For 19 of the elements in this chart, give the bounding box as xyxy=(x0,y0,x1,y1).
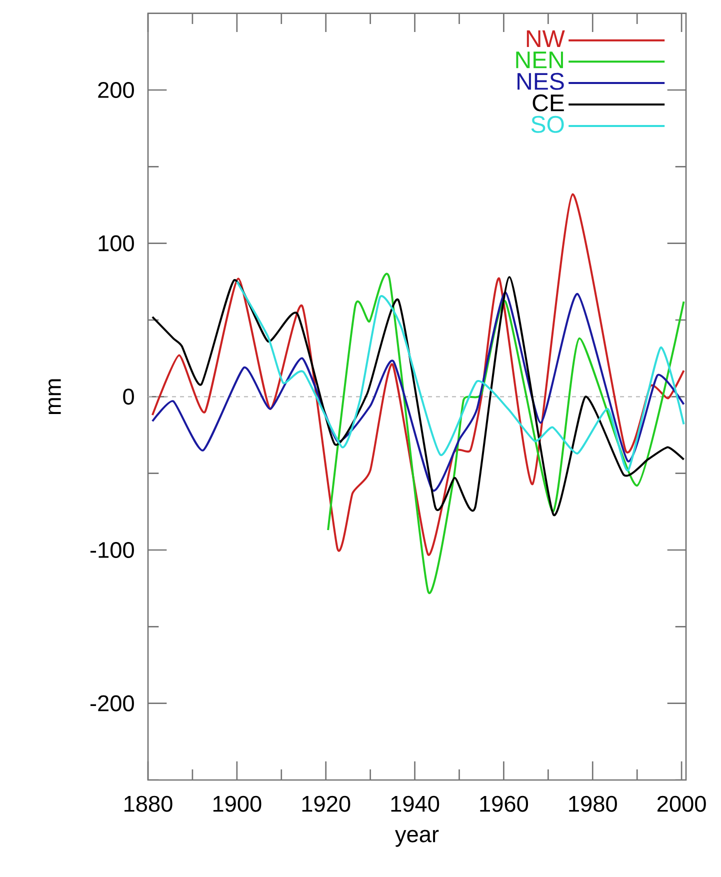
x-tick-label: 1880 xyxy=(124,796,172,812)
x-tick-label: 1940 xyxy=(391,796,440,812)
x-tick-label: 1980 xyxy=(569,796,617,812)
x-tick-label: 1920 xyxy=(302,796,350,812)
y-tick-label: -100 xyxy=(90,542,134,558)
legend-label: NW xyxy=(526,30,565,47)
legend-label: NEN xyxy=(516,52,563,68)
legend-label: NES xyxy=(518,72,564,90)
y-tick-label: -200 xyxy=(90,695,134,712)
y-tick-label: 100 xyxy=(98,235,134,252)
x-tick-label: 1900 xyxy=(213,796,262,812)
x-axis-title: year xyxy=(395,830,439,847)
legend-label: SO xyxy=(531,116,564,133)
y-tick-label: 0 xyxy=(123,388,134,405)
y-axis-title: mm xyxy=(48,379,61,414)
y-tick-label: 200 xyxy=(98,82,134,98)
x-tick-label: 1960 xyxy=(480,796,528,812)
legend-label: CE xyxy=(532,94,564,112)
x-tick-label: 2000 xyxy=(657,796,706,812)
